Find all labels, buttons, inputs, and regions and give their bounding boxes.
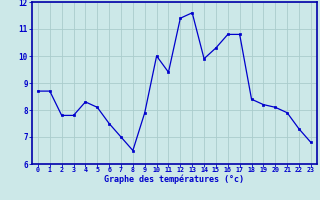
X-axis label: Graphe des températures (°c): Graphe des températures (°c) <box>104 175 244 184</box>
